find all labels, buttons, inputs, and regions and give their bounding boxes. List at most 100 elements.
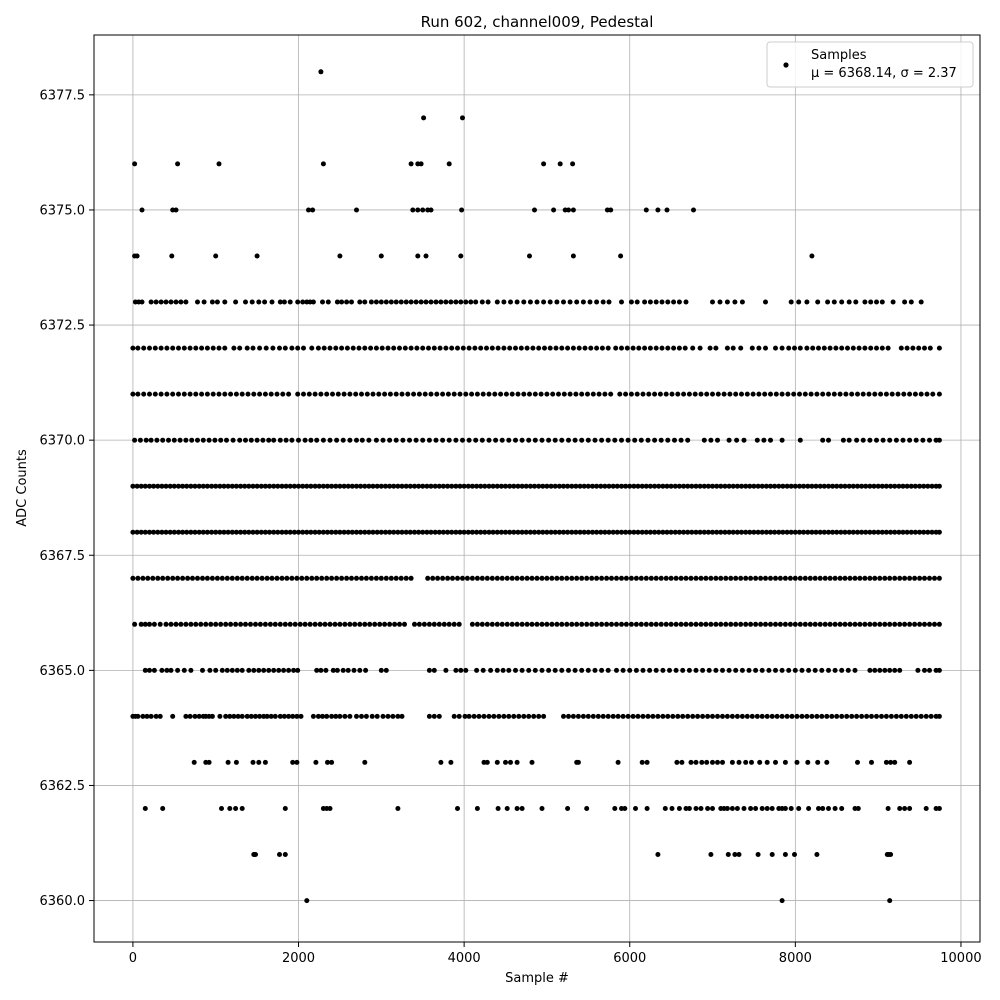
data-point — [726, 437, 732, 443]
data-point — [469, 575, 475, 581]
data-point — [879, 713, 884, 719]
data-point — [893, 713, 899, 719]
data-point — [142, 806, 148, 811]
data-point — [610, 529, 616, 535]
data-point — [748, 806, 754, 811]
data-point — [515, 483, 521, 489]
data-point — [912, 391, 918, 397]
data-point — [526, 713, 532, 719]
data-point — [590, 529, 595, 535]
data-point — [755, 529, 761, 535]
data-point — [234, 667, 240, 673]
data-point — [382, 391, 388, 397]
data-point — [193, 621, 199, 627]
data-point — [652, 529, 658, 535]
data-point — [769, 806, 775, 811]
data-point — [647, 299, 653, 305]
data-point — [358, 529, 364, 535]
data-point — [283, 529, 289, 535]
data-point — [683, 299, 689, 305]
data-point — [163, 529, 169, 535]
data-point — [605, 667, 611, 673]
data-point — [625, 713, 631, 719]
data-point — [619, 437, 624, 443]
data-point — [820, 806, 826, 811]
data-point — [815, 759, 821, 765]
data-point — [653, 667, 659, 673]
data-point — [349, 299, 354, 305]
data-point — [436, 483, 442, 489]
data-point — [225, 483, 231, 489]
data-point — [440, 437, 446, 443]
data-point — [485, 299, 491, 305]
data-point — [272, 713, 278, 719]
data-point — [501, 713, 507, 719]
data-point — [804, 299, 810, 305]
data-point — [764, 713, 770, 719]
data-point — [698, 621, 704, 627]
data-point — [614, 667, 619, 673]
data-point — [304, 529, 310, 535]
data-point — [839, 345, 845, 351]
data-point — [363, 713, 369, 719]
data-point — [715, 391, 721, 397]
data-point — [391, 529, 397, 535]
data-point — [327, 806, 333, 811]
data-point — [863, 529, 869, 535]
data-point — [628, 575, 634, 581]
data-point — [570, 207, 576, 213]
data-point — [807, 575, 813, 581]
data-point — [559, 437, 565, 443]
data-point — [907, 759, 913, 765]
data-point — [718, 575, 724, 581]
data-point — [896, 529, 902, 535]
data-point — [473, 437, 479, 443]
data-point — [900, 437, 906, 443]
data-point — [378, 529, 384, 535]
data-point — [570, 253, 576, 259]
data-point — [574, 575, 580, 581]
data-point — [216, 161, 222, 167]
data-point — [387, 529, 393, 535]
data-point — [233, 621, 239, 627]
data-point — [147, 391, 152, 397]
data-point — [744, 713, 750, 719]
data-point — [780, 529, 786, 535]
data-point — [644, 806, 650, 811]
data-point — [561, 483, 566, 489]
data-point — [254, 529, 260, 535]
data-point — [659, 299, 665, 305]
data-point — [655, 207, 661, 213]
data-point — [726, 483, 732, 489]
data-point — [541, 713, 547, 719]
data-point — [592, 667, 598, 673]
data-point — [529, 621, 535, 627]
data-point — [140, 713, 146, 719]
data-point — [662, 806, 668, 811]
data-point — [251, 391, 257, 397]
data-point — [168, 667, 174, 673]
data-point — [930, 391, 936, 397]
data-point — [373, 575, 379, 581]
data-point — [936, 529, 942, 535]
data-point — [698, 391, 704, 397]
data-point — [638, 575, 644, 581]
data-point — [772, 529, 778, 535]
data-point — [868, 299, 874, 305]
data-point — [449, 529, 455, 535]
data-point — [929, 483, 935, 489]
data-point — [825, 299, 831, 305]
data-point — [474, 575, 480, 581]
data-point — [229, 575, 235, 581]
data-point — [302, 621, 308, 627]
data-point — [257, 621, 263, 627]
data-point — [644, 759, 650, 765]
data-point — [912, 621, 918, 627]
data-point — [223, 713, 229, 719]
data-point — [548, 483, 554, 489]
data-point — [130, 575, 136, 581]
data-point — [279, 483, 285, 489]
data-point — [536, 713, 542, 719]
data-point — [484, 575, 490, 581]
data-point — [565, 529, 571, 535]
